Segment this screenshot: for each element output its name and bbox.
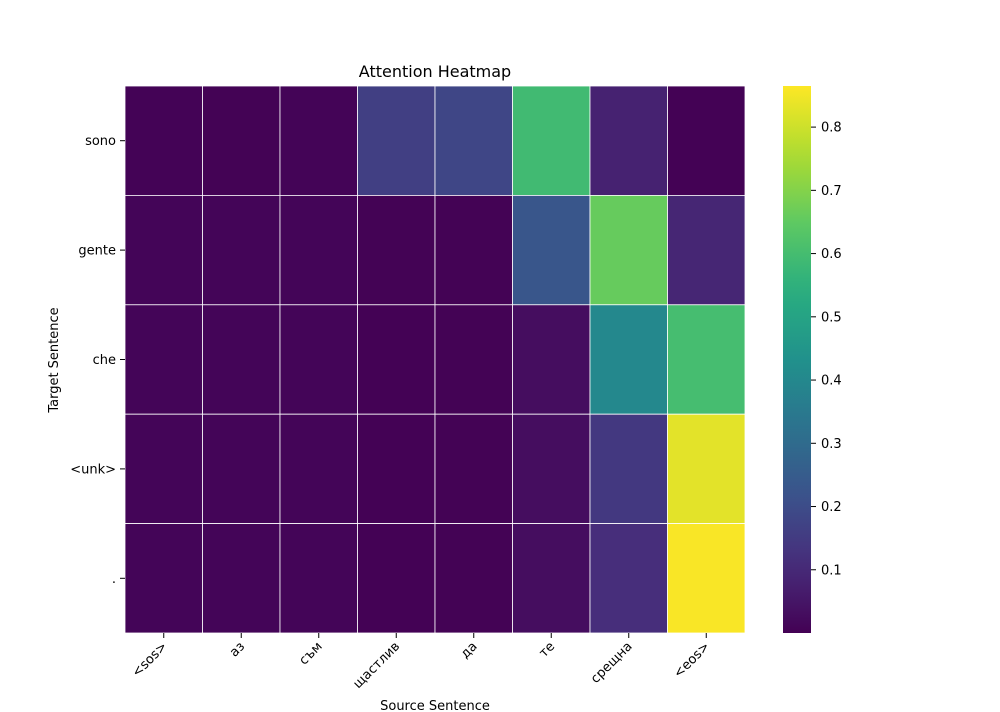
heatmap-cell	[667, 413, 746, 525]
colorbar-tick-label: 0.1	[821, 563, 842, 578]
y-tick-label: che	[93, 353, 116, 368]
heatmap-cell	[202, 85, 281, 196]
colorbar-ticks: 0.1 0.2 0.3 0.4 0.5 0.6 0.7 0.8	[811, 121, 842, 578]
heatmap-cell	[434, 413, 513, 525]
heatmap-cell	[357, 413, 436, 525]
heatmap-cell	[512, 85, 591, 196]
y-axis-label: Target Sentence	[47, 307, 62, 413]
heatmap-cell	[589, 85, 668, 196]
x-tick-label: срещна	[588, 639, 635, 686]
heatmap-cell	[667, 85, 746, 196]
heatmap-cell	[434, 523, 513, 634]
heatmap-cell	[279, 85, 358, 196]
heatmap-cell	[589, 194, 668, 306]
colorbar-tick-label: 0.8	[821, 121, 842, 136]
heatmap-cell	[667, 304, 746, 415]
heatmap-cell	[434, 85, 513, 196]
colorbar	[783, 86, 811, 633]
heatmap-cell	[202, 194, 281, 306]
x-tick-label: щастлив	[350, 639, 403, 692]
heatmap-cells	[124, 85, 746, 634]
heatmap-cell	[357, 304, 436, 415]
colorbar-tick-label: 0.6	[821, 247, 842, 262]
heatmap-cell	[512, 413, 591, 525]
heatmap-cell	[124, 413, 203, 525]
y-tick-label: gente	[78, 244, 116, 259]
chart-title: Attention Heatmap	[359, 62, 511, 81]
x-tick-label: те	[536, 639, 558, 661]
heatmap-cell	[667, 194, 746, 306]
heatmap-cell	[124, 523, 203, 634]
y-tick-label: sono	[85, 134, 116, 149]
heatmap-cell	[279, 523, 358, 634]
x-tick-label: <eos>	[671, 639, 713, 681]
heatmap-cell	[124, 304, 203, 415]
heatmap-cell	[589, 304, 668, 415]
heatmap-cell	[589, 523, 668, 634]
heatmap-cell	[124, 194, 203, 306]
x-tick-label: аз	[227, 639, 248, 660]
colorbar-tick-label: 0.3	[821, 437, 842, 452]
x-tick-label: <sos>	[129, 639, 170, 680]
heatmap-cell	[357, 194, 436, 306]
heatmap-cell	[124, 85, 203, 196]
heatmap-cell	[357, 523, 436, 634]
heatmap-cell	[589, 413, 668, 525]
colorbar-tick-label: 0.2	[821, 500, 842, 515]
heatmap-cell	[434, 304, 513, 415]
y-tick-label: <unk>	[70, 462, 116, 477]
x-tick-label: съм	[296, 639, 325, 668]
x-tick-label: да	[458, 639, 481, 662]
heatmap-cell	[202, 413, 281, 525]
heatmap-cell	[202, 523, 281, 634]
x-ticks: <sos> аз съм щастлив да те срещна <eos>	[129, 633, 713, 692]
heatmap-cell	[279, 413, 358, 525]
heatmap-cell	[512, 194, 591, 306]
heatmap-cell	[357, 85, 436, 196]
y-ticks: sono gente che <unk>.	[70, 134, 125, 587]
colorbar-tick-label: 0.4	[821, 374, 842, 389]
colorbar-tick-label: 0.7	[821, 184, 842, 199]
heatmap-cell	[279, 194, 358, 306]
colorbar-tick-label: 0.5	[821, 310, 842, 325]
heatmap-cell	[434, 194, 513, 306]
y-tick-label: .	[112, 572, 116, 587]
x-axis-label: Source Sentence	[380, 699, 490, 712]
heatmap-cell	[202, 304, 281, 415]
heatmap-cell	[667, 523, 746, 634]
heatmap-cell	[512, 523, 591, 634]
heatmap-cell	[279, 304, 358, 415]
heatmap-cell	[512, 304, 591, 415]
